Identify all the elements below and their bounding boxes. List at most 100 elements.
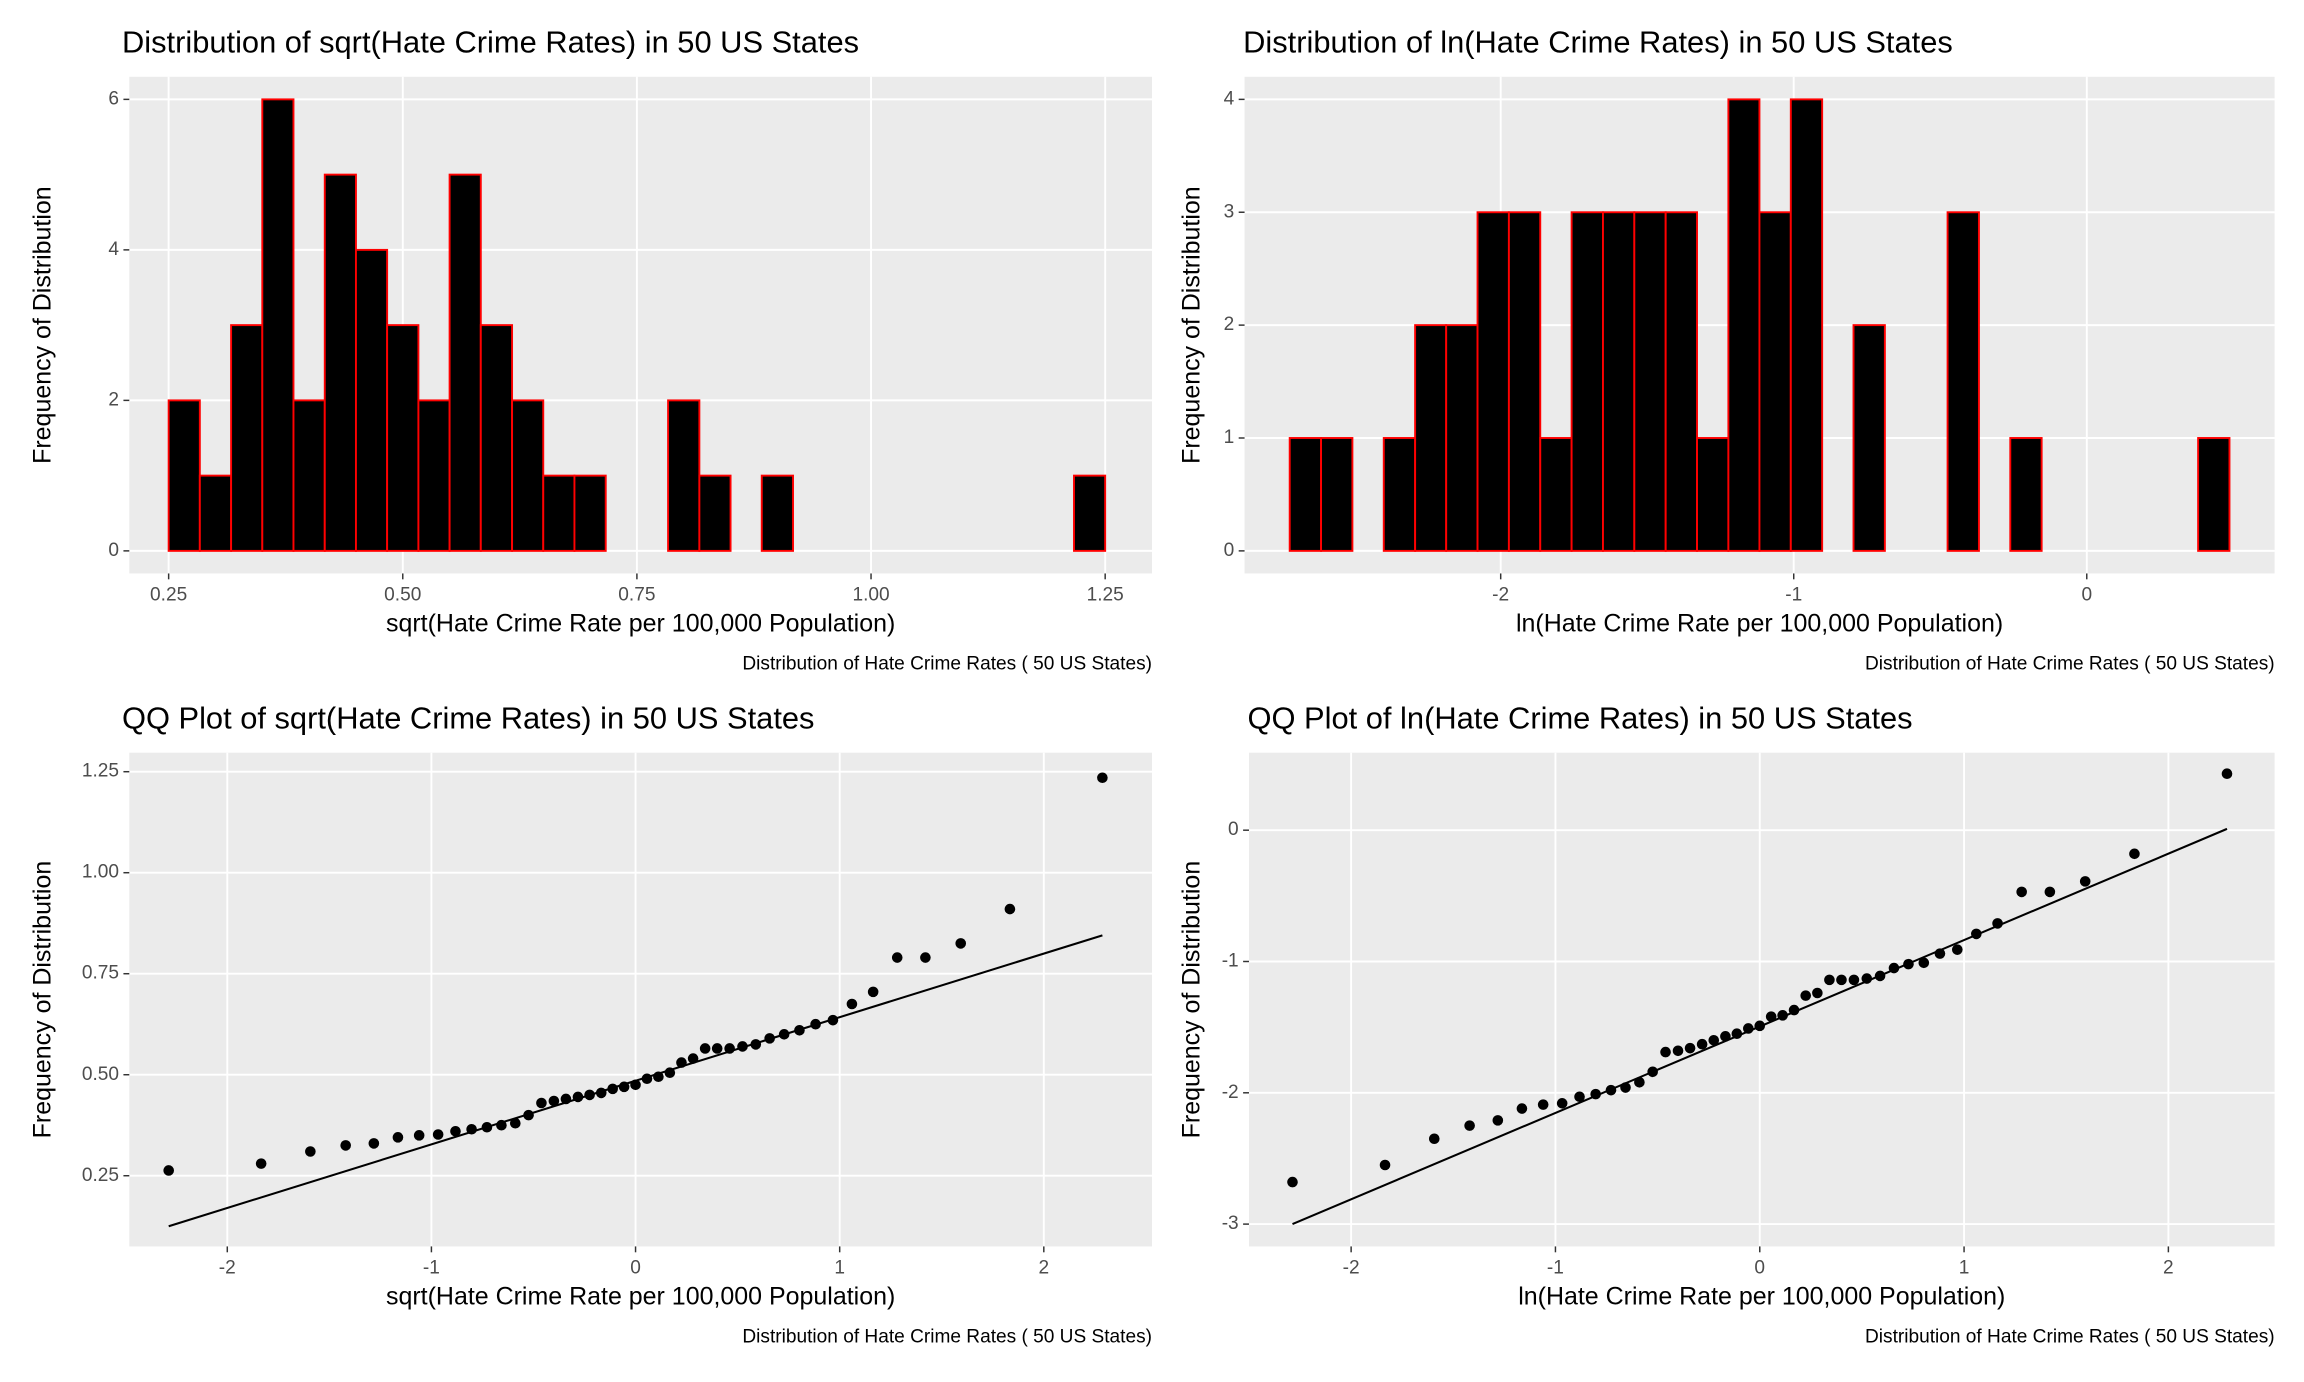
qq-point [1777, 1010, 1788, 1021]
histogram-bar [1664, 211, 1698, 552]
x-tick-label: 0.50 [384, 585, 421, 606]
qq-point [481, 1121, 493, 1133]
x-tick-label: -1 [1785, 585, 1802, 606]
x-tick-label: 1.00 [852, 585, 889, 606]
qq-point [305, 1146, 316, 1157]
histogram-bar [1539, 437, 1573, 552]
x-tick-label: 2 [2163, 1258, 2174, 1279]
y-tick-label: 2 [1224, 314, 1235, 335]
histogram-bar [511, 399, 545, 552]
qq-point [340, 1140, 351, 1151]
qq-point [548, 1095, 560, 1107]
qq-point [1634, 1077, 1645, 1088]
x-tick-label: 0.25 [150, 585, 187, 606]
qq-point [1660, 1046, 1671, 1058]
qq-point [653, 1071, 664, 1083]
qq-point [450, 1125, 461, 1137]
qq-point [2016, 886, 2027, 898]
qq-point [1620, 1082, 1631, 1093]
qq-point [955, 938, 967, 949]
qq-point [1004, 903, 1016, 915]
qq-point [595, 1087, 607, 1099]
qq-point [1516, 1103, 1528, 1114]
panel: Distribution of sqrt(Hate Crime Rates) i… [29, 25, 1152, 675]
y-tick-label: 0.75 [82, 963, 119, 984]
qq-point [413, 1130, 425, 1141]
qq-point [846, 998, 858, 1010]
histogram-bar [573, 474, 607, 552]
qq-point [1647, 1066, 1658, 1078]
qq-point [1590, 1088, 1601, 1100]
plot-background [129, 752, 1152, 1247]
qq-point [432, 1129, 444, 1140]
y-axis-label: Frequency of Distribution [29, 186, 57, 464]
y-tick-label: 1.25 [82, 761, 119, 782]
qq-point [1874, 970, 1886, 982]
caption: Distribution of Hate Crime Rates ( 50 US… [1865, 1327, 2275, 1348]
histogram-bar [386, 324, 420, 552]
x-tick-label: -1 [1547, 1258, 1564, 1279]
chart-title: QQ Plot of ln(Hate Crime Rates) in 50 US… [1248, 701, 1913, 736]
qq-point [687, 1053, 699, 1064]
x-tick-label: -1 [423, 1258, 440, 1279]
qq-point [1861, 973, 1873, 984]
y-tick-label: 0.50 [82, 1064, 119, 1085]
qq-point [536, 1097, 547, 1109]
qq-point [1934, 948, 1946, 959]
y-tick-label: 3 [1224, 201, 1235, 222]
x-tick-label: 0.75 [618, 585, 655, 606]
qq-point [584, 1089, 595, 1101]
x-tick-label: 0 [1754, 1258, 1765, 1279]
y-tick-label: 6 [108, 88, 119, 109]
panel: QQ Plot of ln(Hate Crime Rates) in 50 US… [1178, 701, 2275, 1348]
qq-point [1287, 1176, 1298, 1188]
qq-point [920, 952, 931, 963]
histogram-bar [1073, 474, 1107, 552]
x-axis-label: ln(Hate Crime Rate per 100,000 Populatio… [1516, 609, 2003, 637]
qq-point [1464, 1120, 1475, 1131]
y-axis-label: Frequency of Distribution [29, 861, 57, 1139]
qq-point [891, 952, 903, 963]
y-tick-label: 2 [108, 389, 119, 410]
histogram-bar [479, 324, 514, 552]
histogram-bar [1789, 98, 1824, 552]
histogram-bar [1727, 98, 1761, 552]
qq-point [1800, 990, 1812, 1001]
qq-point [737, 1041, 748, 1052]
y-tick-label: 1 [1224, 427, 1235, 448]
histogram-bar [1507, 211, 1542, 552]
histogram-bar [542, 474, 576, 552]
qq-point [1731, 1028, 1743, 1040]
qq-point [1918, 957, 1930, 969]
panel: QQ Plot of sqrt(Hate Crime Rates) in 50 … [29, 701, 1152, 1348]
qq-point [1824, 974, 1835, 986]
histogram-bar [1445, 324, 1479, 552]
qq-point [867, 986, 879, 998]
histogram-bar [698, 474, 732, 552]
histogram-bar [1946, 211, 1980, 552]
x-tick-label: 2 [1038, 1258, 1049, 1279]
histogram-bar [417, 399, 451, 552]
qq-point [794, 1024, 805, 1036]
qq-point [711, 1043, 723, 1054]
qq-point [1605, 1084, 1617, 1096]
histogram-bar [1570, 211, 1604, 552]
chart-title: Distribution of sqrt(Hate Crime Rates) i… [122, 25, 859, 60]
qq-point [641, 1073, 653, 1085]
histogram-bar [354, 248, 389, 552]
caption: Distribution of Hate Crime Rates ( 50 US… [1865, 654, 2275, 675]
x-axis-label: ln(Hate Crime Rate per 100,000 Populatio… [1518, 1282, 2005, 1310]
qq-point [618, 1081, 630, 1093]
histogram-bar [1602, 211, 1636, 552]
histogram-bar [1852, 324, 1886, 552]
histogram-bar [323, 173, 357, 552]
qq-point [1903, 958, 1914, 970]
y-tick-label: 4 [108, 239, 119, 260]
x-tick-label: 0 [630, 1258, 641, 1279]
histogram-bar [1382, 437, 1417, 552]
qq-point [630, 1079, 641, 1091]
qq-point [1836, 974, 1847, 986]
qq-point [163, 1165, 174, 1176]
